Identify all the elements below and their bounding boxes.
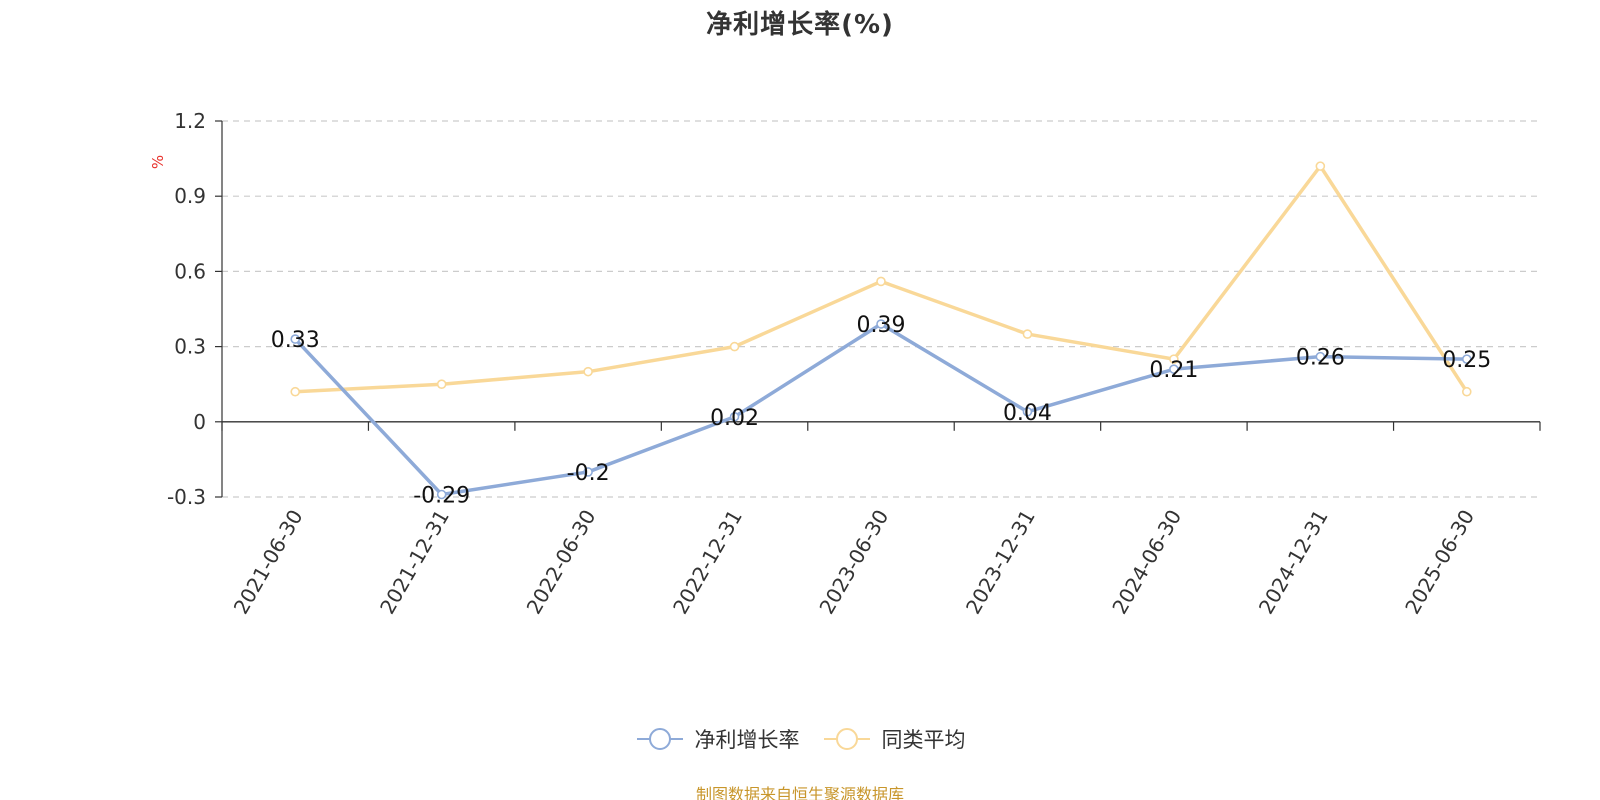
y-tick-label: 0.6 [174,259,206,283]
data-point [1022,329,1033,339]
data-point [729,411,740,422]
data-point [436,489,447,500]
y-tick-label: 1.2 [174,109,206,133]
grid-lines [222,120,1540,498]
data-point [583,366,593,377]
data-label: 0.21 [1149,358,1198,383]
x-tick-label: 2023-06-30 [814,506,893,619]
x-tick-label: 2025-06-30 [1400,506,1479,619]
data-point [1315,161,1326,171]
data-point [1169,354,1179,364]
data-label: -0.29 [413,483,470,508]
data-point [876,319,886,329]
data-point [1461,354,1472,364]
data-point [436,379,447,390]
data-point [729,341,740,352]
legend-label-peer-average: 同类平均 [881,728,966,752]
legend-item-net-profit-growth[interactable]: 净利增长率 [635,724,800,754]
data-point [583,467,593,477]
legend-marker-peer-average [823,728,870,750]
legend-label-net-profit-growth: 净利增长率 [694,728,800,752]
data-point [1315,351,1326,362]
x-tick-label: 2024-12-31 [1254,506,1333,619]
legend: 净利增长率 同类平均 [0,724,1600,754]
source-note: 制图数据来自恒生聚源数据库 [695,785,904,800]
data-point [290,386,301,397]
x-tick-label: 2022-12-31 [668,506,747,619]
x-tick-label: 2024-06-30 [1107,506,1186,619]
data-label: 0.02 [710,406,759,431]
series-lines [290,161,1472,500]
x-tick-label: 2021-12-31 [375,506,454,619]
data-label: 0.26 [1296,346,1345,371]
data-label: 0.04 [1003,401,1052,426]
data-point [1169,364,1179,374]
chart-title: 净利增长率(%) [706,10,894,40]
y-tick-label: 0.9 [174,184,206,208]
data-label: 0.33 [271,328,320,353]
data-label: -0.2 [567,461,610,486]
data-label: 0.25 [1442,348,1491,373]
data-point [1461,386,1472,397]
x-tick-label: 2023-12-31 [961,506,1040,619]
y-tick-label: -0.3 [167,485,206,509]
data-labels: 0.33 -0.29 -0.2 0.02 0.39 0.04 0.21 0.26 0.25 [271,313,1492,508]
y-tick-label: 0 [193,410,206,434]
x-tick-label: 2022-06-30 [522,506,601,619]
data-point [1022,406,1033,417]
series-line-0 [293,322,1469,497]
y-axis-label: % [149,155,167,169]
legend-marker-net-profit-growth [636,728,683,750]
data-point [290,334,301,344]
data-label: 0.39 [857,313,906,338]
legend-item-peer-average[interactable]: 同类平均 [822,724,966,754]
data-point [876,276,886,287]
x-tick-label: 2021-06-30 [229,506,308,619]
y-tick-label: 0.3 [174,335,206,359]
